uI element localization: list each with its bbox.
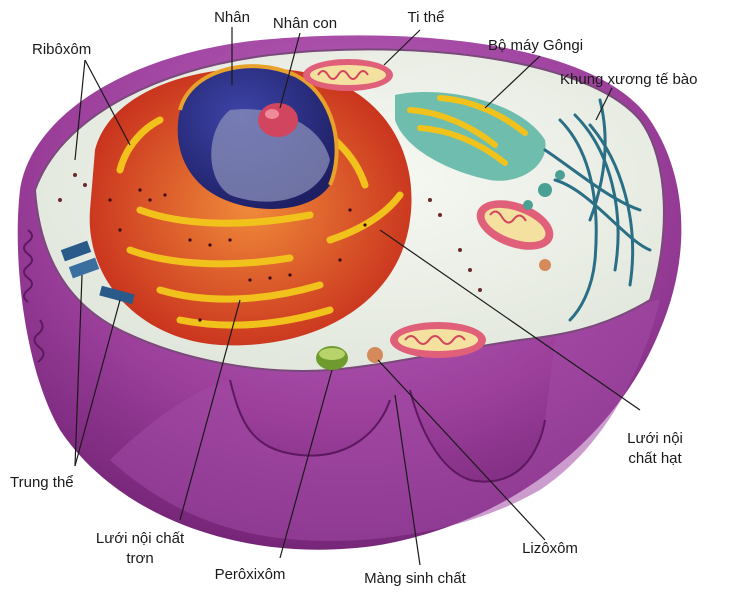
label-luoi-noi-chat-tron-2: trơn [126,550,154,567]
leader-nhan-con [279,32,301,109]
mitochondrion-top [303,59,393,91]
golgi-apparatus [395,92,565,210]
leader-lines [74,27,641,566]
centrioles [60,240,135,305]
leader-luoi-tron [179,299,241,521]
label-mang-sinh-chat: Màng sinh chất [364,570,466,587]
leader-lizosom [377,359,546,541]
leader-bo-may-gongi [484,55,541,109]
leader-ribosom-2 [84,59,131,146]
nucleus [177,64,339,209]
label-luoi-noi-chat-tron-1: Lưới nội chất [95,530,185,547]
label-bo-may-gongi: Bộ máy Gôngi [488,37,584,54]
label-luoi-noi-chat-hat-1: Lưới nội [627,430,683,447]
label-nhan-con: Nhân con [272,15,338,32]
label-khung-xuong: Khung xương tế bào [560,71,698,88]
mitochondrion-low [390,322,486,358]
leader-peroxisom [279,369,333,559]
leader-ti-the [383,29,421,66]
leader-trung-the-1 [74,274,83,467]
leader-khung-xuong [595,87,613,121]
label-luoi-noi-chat-hat-2: chất hạt [628,450,682,467]
leader-ribosom-1 [74,59,86,161]
label-ti-the: Ti thể [407,9,445,26]
mitochondrion-mid [476,200,554,250]
lysosome [367,259,551,363]
label-nhan: Nhân [214,9,250,26]
peroxisome [316,346,348,370]
label-peroxisom: Perôxixôm [214,566,286,583]
leader-trung-the-2 [74,299,121,467]
leader-luoi-hat [379,229,641,411]
leader-mang-sinh-chat [394,394,421,566]
label-lizosom: Lizôxôm [522,540,578,557]
label-ribosom: Ribôxôm [32,41,92,58]
nucleolus [258,103,298,137]
cytoskeleton [543,98,652,322]
free-ribosomes [58,173,482,292]
label-trung-the: Trung thể [10,474,74,491]
